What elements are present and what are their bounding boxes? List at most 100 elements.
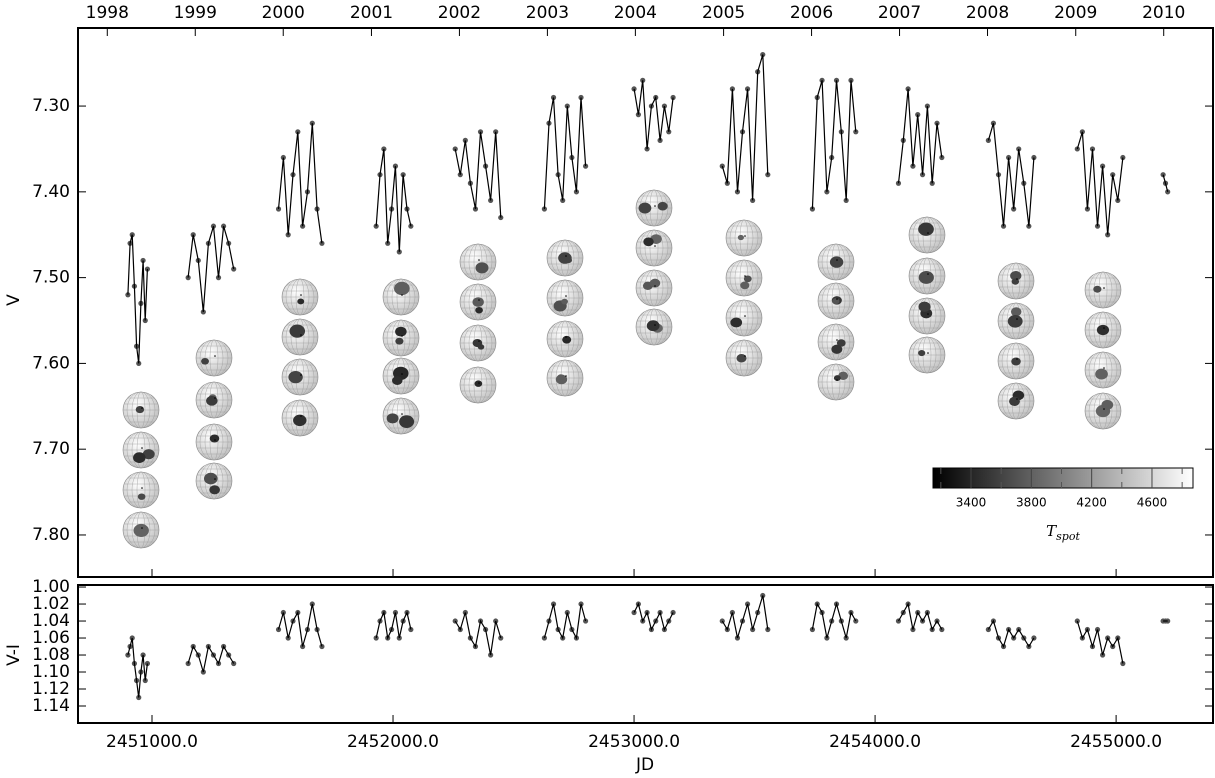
y-axis-label: V — [4, 294, 24, 306]
y-tick-label: 7.40 — [32, 182, 70, 202]
x-tick-label: 2451000.0 — [106, 732, 198, 752]
data-point — [985, 626, 991, 633]
x2-tick-label: 2004 — [614, 3, 657, 23]
globe-pole — [478, 382, 480, 384]
globe-pole — [478, 259, 480, 261]
globe-spot — [1095, 368, 1108, 380]
data-point — [185, 275, 191, 281]
y-tick-label: 1.12 — [32, 679, 70, 699]
globe-spot — [1101, 399, 1114, 410]
globe-pole — [300, 374, 302, 376]
globe-spot — [1011, 278, 1020, 285]
globe-pole — [565, 375, 567, 377]
colorbar-label-main: T — [1046, 522, 1057, 540]
globe-spot — [1010, 270, 1022, 281]
globe-spot — [209, 434, 220, 443]
globe-spot — [649, 278, 661, 288]
x2-tick-label: 2010 — [1142, 3, 1185, 23]
x2-tick-label: 2008 — [966, 3, 1009, 23]
data-point — [140, 257, 146, 264]
data-point — [631, 609, 637, 616]
x2-tick-label: 2006 — [790, 3, 833, 23]
globe-spot — [395, 326, 407, 337]
globe-pole — [1103, 367, 1105, 369]
x2-tick-label: 2001 — [350, 3, 393, 23]
globe-spot — [918, 349, 926, 357]
x2-tick-label: 2002 — [438, 3, 481, 23]
globe-pole — [1103, 408, 1105, 410]
colorbar-label-sub: spot — [1056, 530, 1080, 543]
globe-pole — [141, 407, 143, 409]
globe-pole — [744, 355, 746, 357]
globe-spot — [475, 262, 489, 274]
model-line — [127, 595, 1168, 698]
x-tick-label: 2452000.0 — [347, 732, 439, 752]
x-tick-label: 2454000.0 — [829, 732, 921, 752]
data-point — [939, 154, 945, 161]
globe-spot — [203, 472, 218, 485]
globe-spot — [657, 201, 668, 211]
globe-spot — [399, 415, 415, 428]
globe-pole — [1016, 278, 1018, 280]
model-line — [127, 54, 1169, 364]
globe-pole — [401, 413, 403, 415]
y-tick-label: 1.04 — [32, 611, 70, 631]
globe-pole — [141, 447, 143, 449]
globe-pole — [1103, 327, 1105, 329]
globe-spot — [831, 344, 843, 354]
data-point — [809, 626, 816, 633]
globe-spot — [472, 297, 484, 307]
y-tick-label: 1.02 — [32, 594, 70, 614]
data-point — [583, 163, 589, 169]
x2-tick-label: 2003 — [526, 3, 569, 23]
globe-pole — [565, 295, 567, 297]
globe-spot — [561, 298, 568, 305]
globe-pole — [478, 340, 480, 342]
y-tick-label: 1.06 — [32, 628, 70, 648]
globe-pole — [654, 245, 656, 247]
globe-spot — [386, 413, 399, 424]
globe-spot — [1007, 314, 1023, 328]
globe-pole — [214, 478, 216, 480]
globe-spot — [1011, 357, 1021, 366]
globe-pole — [927, 273, 929, 275]
x2-tick-label: 2007 — [878, 3, 921, 23]
globe-pole — [1016, 318, 1018, 320]
lower-frame — [77, 584, 1214, 724]
globe-pole — [654, 285, 656, 287]
data-point — [498, 635, 504, 641]
data-point — [1089, 146, 1096, 152]
globe-pole — [836, 259, 838, 261]
data-point — [373, 635, 379, 641]
globe-spot — [392, 376, 403, 385]
globe-spot — [1093, 285, 1102, 293]
globe-spot — [288, 371, 303, 384]
data-point — [734, 189, 741, 195]
data-point — [231, 266, 237, 272]
globe-pole — [744, 235, 746, 237]
globe-pole — [401, 335, 403, 337]
y-tick-label: 7.50 — [32, 268, 70, 288]
globe-spot — [557, 374, 565, 381]
y-tick-label: 7.30 — [32, 96, 70, 116]
data-point — [583, 618, 589, 624]
data-point — [275, 626, 282, 633]
data-point — [631, 86, 637, 92]
data-point — [719, 163, 725, 169]
colorbar-label: Tspot — [1046, 522, 1080, 543]
globe-pole — [214, 355, 216, 357]
x2-tick-label: 2009 — [1054, 3, 1097, 23]
globe-pole — [565, 336, 567, 338]
globe-pole — [836, 379, 838, 381]
globe-spot — [737, 234, 745, 241]
y-tick-label: 1.00 — [32, 577, 70, 597]
data-point — [231, 660, 237, 667]
data-point — [452, 146, 458, 152]
globe-spot — [297, 298, 305, 305]
globe-spot — [736, 353, 747, 363]
globe-spot — [1096, 324, 1110, 336]
globe-pole — [300, 294, 302, 296]
globe-spot — [206, 395, 218, 406]
spot-maps — [122, 189, 1122, 549]
globe-spot — [918, 222, 934, 236]
